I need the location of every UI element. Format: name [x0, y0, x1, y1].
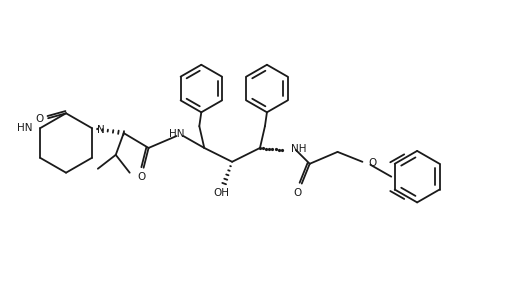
- Text: O: O: [35, 114, 43, 124]
- Text: HN: HN: [17, 123, 32, 133]
- Text: O: O: [368, 158, 376, 168]
- Text: OH: OH: [213, 187, 229, 197]
- Text: HN: HN: [168, 129, 184, 139]
- Text: O: O: [137, 172, 146, 182]
- Text: N: N: [97, 125, 105, 135]
- Text: NH: NH: [291, 144, 306, 154]
- Text: O: O: [294, 187, 302, 197]
